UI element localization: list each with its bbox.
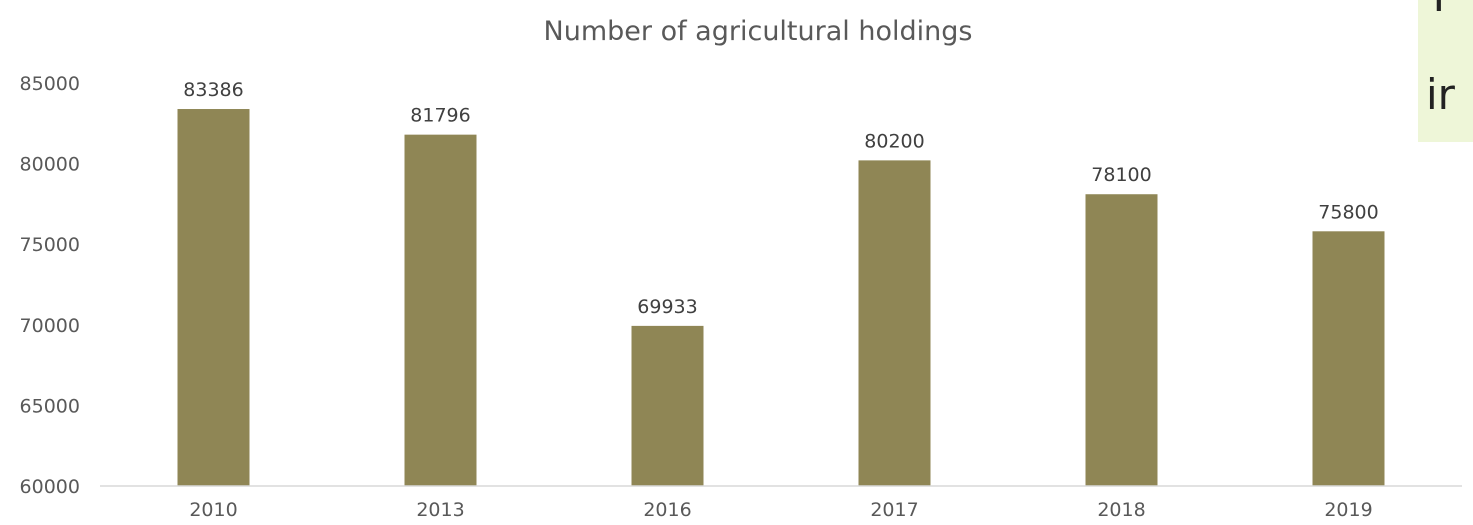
x-axis: 2010 2013 2016 2017 2018 2019 xyxy=(189,499,1372,521)
bar-2017 xyxy=(858,160,931,486)
bar-2013 xyxy=(404,134,477,486)
x-tick-label-2013: 2013 xyxy=(416,499,464,521)
y-tick-label: 60000 xyxy=(20,476,80,498)
overlay-text-box: T ir xyxy=(1418,0,1473,142)
y-axis: 60000 65000 70000 75000 80000 85000 xyxy=(20,73,80,498)
data-label-2016: 69933 xyxy=(637,296,697,318)
data-label-2019: 75800 xyxy=(1318,201,1378,223)
overlay-text-line-2: ir xyxy=(1426,70,1455,119)
data-label-2010: 83386 xyxy=(183,79,243,101)
x-tick-label-2018: 2018 xyxy=(1097,499,1145,521)
x-tick-label-2019: 2019 xyxy=(1324,499,1372,521)
bar-2010 xyxy=(177,109,250,487)
bar-2019 xyxy=(1312,231,1385,486)
data-label-2013: 81796 xyxy=(410,105,470,127)
chart-title: Number of agricultural holdings xyxy=(544,16,973,47)
y-tick-label: 85000 xyxy=(20,73,80,95)
bar-2018 xyxy=(1085,194,1158,486)
x-tick-label-2017: 2017 xyxy=(870,499,918,521)
y-tick-label: 75000 xyxy=(20,234,80,256)
x-tick-label-2010: 2010 xyxy=(189,499,237,521)
data-label-2017: 80200 xyxy=(864,130,924,152)
y-tick-label: 80000 xyxy=(20,154,80,176)
data-labels: 83386 81796 69933 80200 78100 75800 xyxy=(183,79,1378,318)
overlay-text-line-1: T xyxy=(1426,0,1452,18)
x-tick-label-2016: 2016 xyxy=(643,499,691,521)
bar-2016 xyxy=(631,325,704,486)
y-tick-label: 65000 xyxy=(20,395,80,417)
data-label-2018: 78100 xyxy=(1091,164,1151,186)
bars xyxy=(177,109,1385,487)
y-tick-label: 70000 xyxy=(20,315,80,337)
